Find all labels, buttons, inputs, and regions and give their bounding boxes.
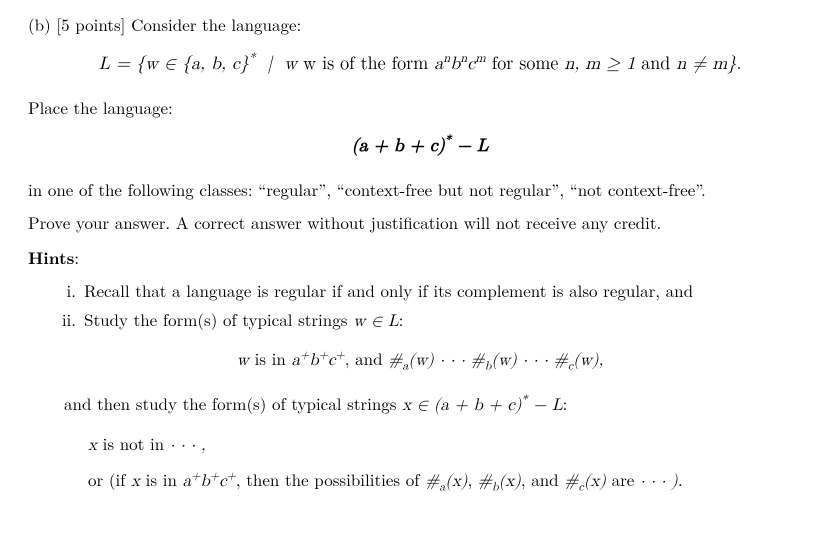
hints-label: Hints (28, 246, 74, 270)
post-eq3-line: and then study the form(s) of typical st… (64, 391, 812, 419)
l2-dots: · · · ). (640, 473, 682, 490)
eq3-w: w (237, 352, 249, 369)
class-regular: “regular” (258, 177, 326, 201)
eq3-and: , and (345, 352, 388, 369)
eqL-nm: n, m ≥ 1 (564, 55, 635, 73)
l2-bp: + (210, 470, 219, 482)
l2-s1: , (467, 467, 477, 491)
hint-ii-a: Study the form(s) of typical strings (84, 307, 353, 331)
eq-complement: (a + b + c)* − L (28, 133, 812, 159)
hints-list: i. Recall that a language is regular if … (50, 278, 812, 334)
eq3-c: c (328, 352, 336, 369)
eq3-d2: · · · (517, 352, 554, 369)
eq3-cp: + (336, 349, 345, 361)
l2-x2: (x) (499, 473, 521, 490)
l2-then: , then the possibilities of (236, 467, 425, 491)
l2-h3: # (564, 473, 578, 490)
post1c: − L (527, 397, 562, 414)
eq3-w3: (w) (573, 352, 599, 369)
l2-c: c (219, 473, 227, 490)
eqL-star: * (249, 53, 255, 65)
sep2: , (559, 177, 569, 201)
prove-line: Prove your answer. A correct answer with… (28, 210, 812, 235)
eq3-d1: · · · (434, 352, 471, 369)
post1a: and then study the form(s) of typical st… (64, 391, 402, 415)
hints-header: Hints: (28, 245, 812, 271)
hint-ii-c: : (399, 307, 404, 331)
eqL-and: and (635, 55, 676, 73)
eq3-isin: is in (249, 352, 292, 369)
part-lead: Consider the language: (131, 12, 301, 36)
eqL-lhs: L = (99, 55, 130, 73)
eqL-alpha: {a, b, c} (182, 55, 249, 73)
place-language: Place the language: (28, 95, 812, 120)
eqL-bar: | (267, 55, 272, 73)
l2-sb: b (492, 481, 499, 493)
eq3-b: b (309, 352, 318, 369)
hint-i-num: i. (50, 278, 84, 303)
l2-x: x (131, 473, 140, 490)
eq3-w1: (w) (408, 352, 434, 369)
page-root: (b) [5 points] Consider the language: L … (0, 0, 840, 522)
eqL-in: ∈ (164, 55, 176, 73)
eq3-w2: (w) (491, 352, 517, 369)
eq3-hash1: # (388, 352, 402, 369)
l2-b: b (200, 473, 209, 490)
eq3-ap: + (300, 349, 309, 361)
eq3-hash3: # (554, 352, 568, 369)
hint-i-text: Recall that a language is regular if and… (84, 278, 693, 303)
hints-colon: : (74, 245, 79, 269)
eqL-var: w (145, 55, 158, 73)
eqL-a: a (434, 55, 443, 73)
l2-h2: # (478, 473, 492, 490)
l2-or: or (if (88, 467, 131, 491)
l2-h1: # (425, 473, 439, 490)
class-notcf: “not context-free” (570, 177, 701, 201)
class-cfnr: “context-free but not regular” (337, 177, 560, 201)
eqL-b: b (450, 55, 460, 73)
eqL-var2: w (284, 55, 297, 73)
eqL-text2: for some (492, 55, 565, 73)
hint-ii-b: w ∈ L (353, 313, 399, 330)
l2-ap: + (191, 470, 200, 482)
eq2-a: (a + b + c) (352, 137, 445, 155)
post1b: x ∈ (a + b + c) (402, 397, 521, 414)
eq-w-form: w is in a+b+c+, and #a(w) · · · #b(w) · … (28, 349, 812, 374)
l2-a: a (183, 473, 192, 490)
eq2-rest: − L (451, 137, 488, 155)
l2-isin: is in (140, 467, 183, 491)
hint-ii-num: ii. (50, 307, 84, 335)
eq3-end: , (599, 352, 604, 369)
part-label: (b) (28, 12, 51, 36)
x-or-line: or (if x is in a+b+c+, then the possibil… (88, 467, 812, 495)
eqL-neq: n ≠ m (676, 55, 727, 73)
eq3-a: a (291, 352, 300, 369)
part-points: [5 points] (56, 12, 125, 36)
classes-lead: in one of the following classes: (28, 177, 258, 201)
dot1: . (701, 177, 706, 201)
eq3-hash2: # (471, 352, 485, 369)
eq3-bp: + (319, 349, 328, 361)
hint-ii: ii. Study the form(s) of typical strings… (50, 307, 812, 335)
classes-line: in one of the following classes: “regula… (28, 177, 812, 202)
eq-L-definition: L = {w ∈ {a, b, c}* | w w is of the form… (28, 51, 812, 77)
l2-cp: + (227, 470, 236, 482)
l2-x1: (x) (445, 473, 467, 490)
eqL-open: { (136, 55, 145, 73)
hint-i: i. Recall that a language is regular if … (50, 278, 812, 303)
post1d: : (563, 391, 568, 415)
l2-are: are (606, 467, 640, 491)
l1-dots: · · · , (170, 437, 206, 454)
eqL-close: }. (727, 55, 741, 73)
l1-x: x (88, 437, 97, 454)
l1-notin: is not in (97, 431, 170, 455)
part-header: (b) [5 points] Consider the language: (28, 12, 812, 37)
eqL-cm: m (475, 53, 486, 65)
eqL-text1: w is of the form (303, 55, 434, 73)
l2-x3: (x) (584, 473, 606, 490)
l2-and: , and (521, 467, 564, 491)
x-notin-line: x is not in · · · , (88, 431, 812, 459)
sep1: , (326, 177, 336, 201)
hint-ii-text: Study the form(s) of typical strings w ∈… (84, 307, 403, 335)
